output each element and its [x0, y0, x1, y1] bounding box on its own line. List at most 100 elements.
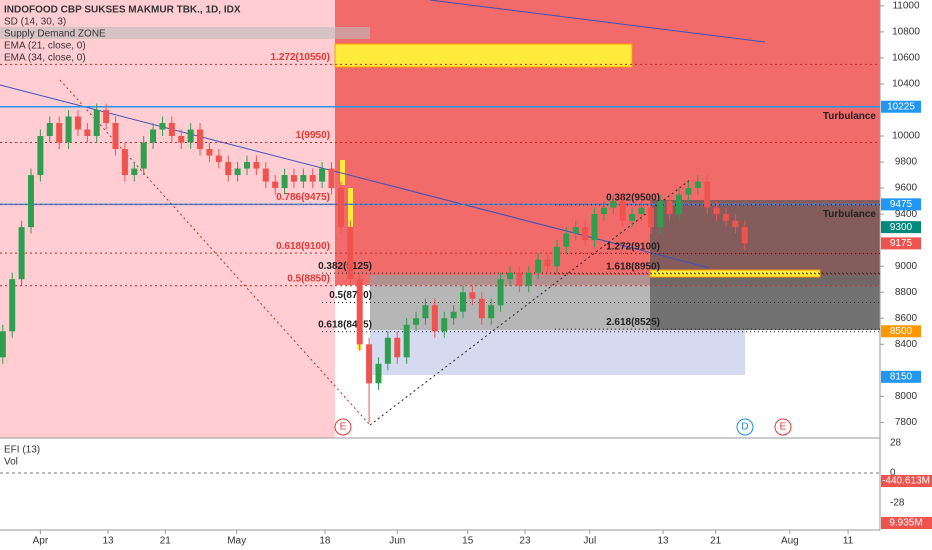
candle-body	[18, 227, 25, 280]
candle-body	[225, 162, 232, 176]
x-tick-label: 18	[319, 536, 331, 547]
fib-label: 0.618(9100)	[276, 241, 330, 252]
candle-body	[93, 109, 100, 137]
y-tick-label: 7800	[895, 417, 918, 428]
candle-body	[704, 181, 711, 208]
event-marker-label: E	[780, 422, 787, 433]
candle-body	[629, 214, 636, 221]
candle-body	[56, 123, 63, 143]
legend-item: EMA (34, close, 0)	[4, 53, 86, 64]
y-tick-label: 9400	[895, 209, 918, 220]
candle-body	[676, 194, 683, 215]
candle-body	[506, 272, 513, 280]
y-tick-label: 0	[890, 468, 896, 479]
y-tick-label: 8800	[895, 287, 918, 298]
candle-body	[253, 162, 260, 169]
candle-body	[244, 162, 251, 169]
legend-item: Supply Demand ZONE	[4, 29, 106, 40]
price-badge	[881, 325, 921, 338]
y-tick-label: 8000	[895, 391, 918, 402]
candle-body	[150, 129, 157, 143]
candle-body	[121, 149, 128, 176]
wave-line	[59, 79, 371, 426]
candle-body	[103, 109, 110, 124]
event-marker-label: E	[340, 422, 347, 433]
candle-body	[732, 220, 739, 228]
candle-body	[159, 123, 166, 130]
y-tick-label: 10800	[892, 27, 920, 38]
candle-body	[685, 188, 692, 195]
y-tick-label: 10400	[892, 79, 920, 90]
candle-body	[206, 149, 213, 156]
x-tick-label: 13	[657, 536, 669, 547]
y-tick-label: 8400	[895, 339, 918, 350]
fib-label: 0.786(9475)	[276, 192, 330, 203]
candle-body	[441, 318, 448, 332]
panel-badge-label: -440.613M	[882, 476, 930, 487]
price-badge	[881, 221, 921, 234]
candle-body	[535, 259, 542, 273]
y-tick-label: 8600	[895, 313, 918, 324]
fib-label: 1.272(10550)	[271, 52, 331, 63]
panel-badge	[881, 517, 932, 529]
panel-badge	[881, 475, 932, 487]
candle-body	[638, 207, 645, 215]
price-badge-label: 8500	[890, 326, 913, 337]
yellow-zone	[334, 43, 633, 68]
x-tick-label: Jul	[583, 536, 596, 547]
candle-body	[74, 116, 81, 130]
candle-body	[337, 188, 344, 228]
candle-body	[497, 279, 504, 306]
candle-body	[300, 175, 307, 182]
candle-body	[272, 181, 279, 189]
candle-body	[262, 168, 269, 182]
x-tick-label: Jun	[389, 536, 405, 547]
x-tick-label: 21	[160, 536, 172, 547]
candle-body	[694, 181, 701, 189]
candle-body	[666, 201, 673, 215]
candle-body	[544, 259, 551, 267]
candle-body	[488, 305, 495, 319]
panel-badge-label: 9.935M	[889, 518, 922, 529]
wave-label: 1.618(8950)	[606, 261, 660, 272]
candle-body	[356, 279, 363, 345]
candle-body	[27, 175, 34, 228]
candle-body	[140, 142, 147, 169]
price-axis	[880, 0, 932, 550]
y-tick-label: 10600	[892, 53, 920, 64]
candle-body	[422, 305, 429, 319]
candle-body	[178, 136, 185, 143]
candle-body	[619, 201, 626, 221]
candle-body	[37, 136, 44, 176]
price-badge-label: 9300	[890, 222, 913, 233]
candle-body	[309, 175, 316, 182]
price-badge-label: 10225	[887, 101, 915, 112]
note: Turbulance	[823, 209, 877, 220]
chart-title: INDOFOOD CBP SUKSES MAKMUR TBK., 1D, IDX	[4, 5, 241, 16]
candle-body	[46, 123, 53, 137]
candle-body	[713, 207, 720, 215]
trend-line	[429, 0, 766, 43]
fib-label: 1(9950)	[296, 130, 330, 141]
x-tick-label: 23	[519, 536, 531, 547]
price-badge	[881, 198, 921, 211]
candle-body	[469, 292, 476, 299]
candle-body	[187, 129, 194, 143]
y-tick-label: 28	[890, 438, 902, 449]
candle-body	[525, 272, 532, 286]
candle-body	[290, 175, 297, 182]
candle-body	[582, 227, 589, 241]
x-tick-label: Aug	[781, 536, 799, 547]
y-tick-label: 9000	[895, 261, 918, 272]
wave-label: 2.618(8525)	[606, 317, 660, 328]
candle-body	[478, 298, 485, 319]
event-marker-label: D	[741, 422, 748, 433]
price-badge-label: 9475	[890, 199, 913, 210]
panel-subtitle: Vol	[4, 457, 18, 468]
candle-body	[375, 363, 382, 384]
candle-body	[168, 123, 175, 137]
yellow-bar	[340, 160, 345, 185]
candle-body	[319, 168, 326, 182]
candle-body	[722, 214, 729, 221]
